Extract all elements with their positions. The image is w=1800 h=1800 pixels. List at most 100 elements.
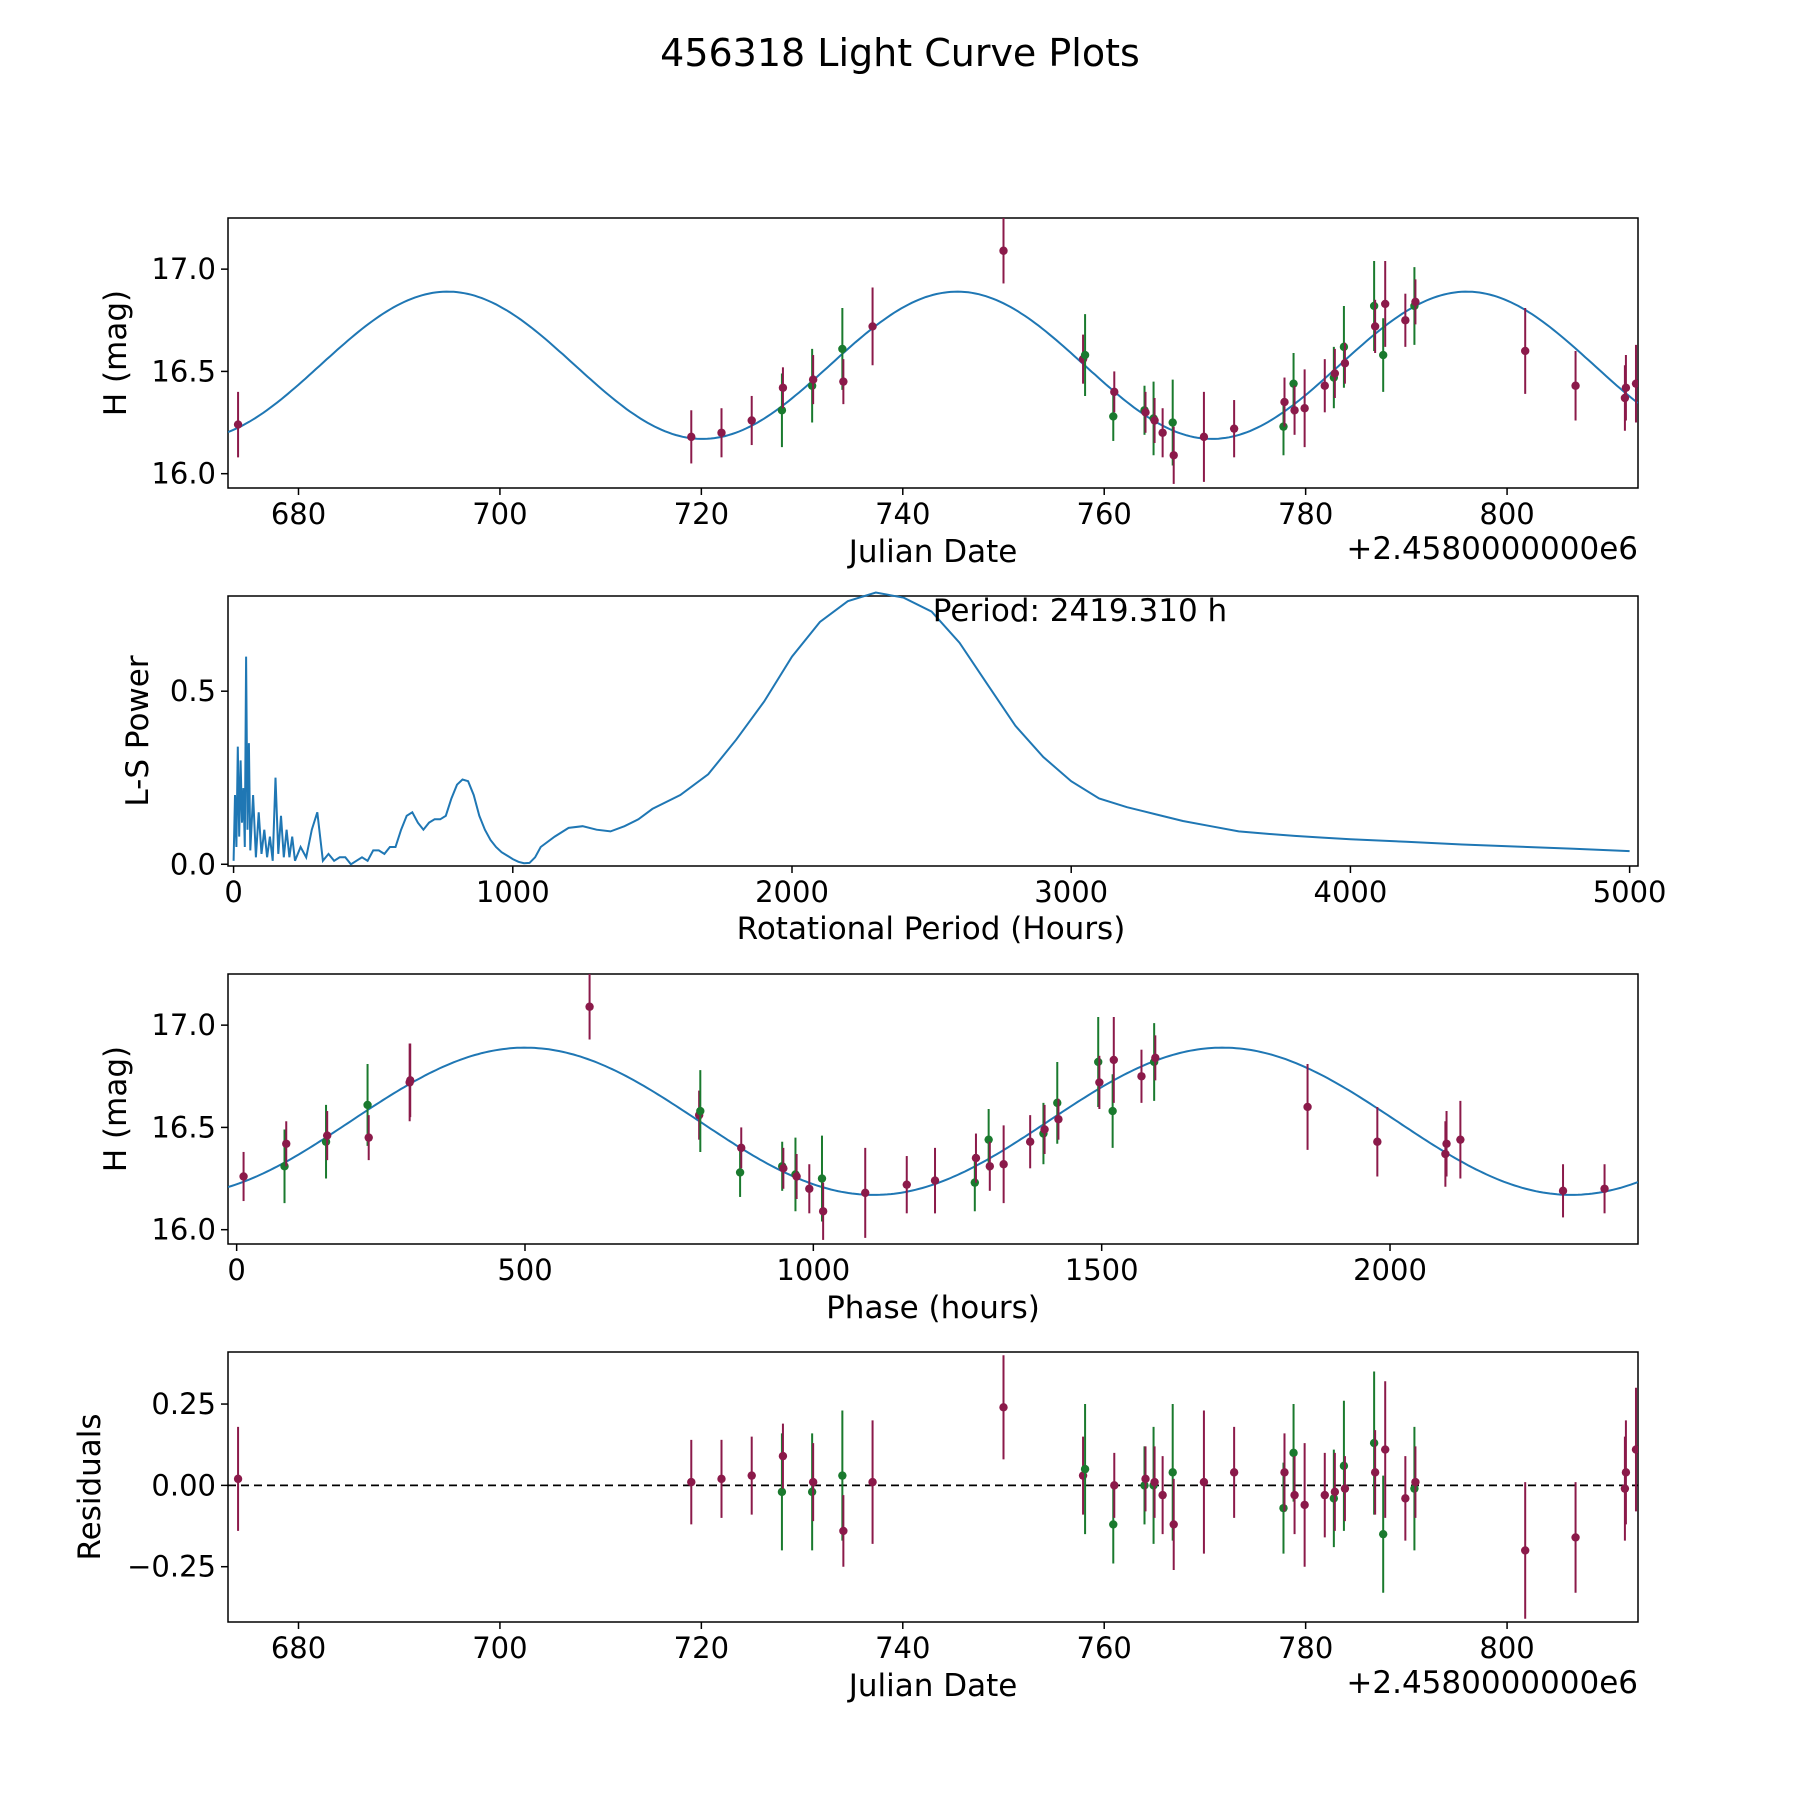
res-x-tick-label: 800 xyxy=(1479,1631,1534,1665)
residuals-y-axis-label: Residuals xyxy=(72,1413,108,1560)
lc-data-point xyxy=(1521,346,1530,356)
phase-x-tick-label: 1500 xyxy=(1065,1253,1139,1287)
lc-data-point xyxy=(1411,297,1420,307)
figure-title: 456318 Light Curve Plots xyxy=(660,31,1140,75)
phased-curve-frame xyxy=(227,973,1639,1245)
res-data-point xyxy=(1320,1490,1329,1500)
res-y-tick-label: −0.25 xyxy=(127,1550,216,1584)
phase-x-tick-label: 2000 xyxy=(1353,1253,1427,1287)
phase-data-point xyxy=(322,1131,332,1140)
phased-curve-ticks: 0 500 1000 1500 2000 16.0 16.5 17.0 xyxy=(151,1008,1427,1287)
res-data-point xyxy=(1109,1520,1118,1529)
phase-data-point xyxy=(1151,1053,1160,1063)
res-data-point xyxy=(1140,1481,1149,1490)
res-x-tick-label: 680 xyxy=(271,1631,326,1665)
ls-x-tick-label: 4000 xyxy=(1314,875,1388,909)
ls-x-tick-label: 2000 xyxy=(755,875,829,909)
res-data-point xyxy=(1169,1520,1178,1529)
res-data-point xyxy=(1401,1494,1410,1503)
lc-data-point xyxy=(1369,301,1379,311)
ls-x-tick-label: 0 xyxy=(224,875,242,909)
lc-data-point xyxy=(868,322,877,331)
lc-x-tick-label: 700 xyxy=(472,497,527,531)
phase-data-point xyxy=(818,1207,828,1216)
lc-data-point xyxy=(1158,428,1167,437)
lc-data-point xyxy=(1378,350,1388,360)
light-curve-panel: 680 700 720 740 760 780 800 16.0 16.5 17.0 Julian… xyxy=(98,217,1639,570)
ls-y-tick-label: 0.5 xyxy=(170,674,216,708)
lc-data-point xyxy=(717,428,726,437)
phase-data-point xyxy=(585,1002,594,1011)
phase-data-point xyxy=(1442,1139,1451,1148)
residuals-ticks: 680 700 720 740 760 780 800 0.25 0.00 −0.25 xyxy=(127,1387,1535,1665)
res-data-point xyxy=(1631,1445,1638,1454)
phase-data-point xyxy=(1456,1135,1465,1144)
lc-data-point xyxy=(777,406,787,415)
res-data-point xyxy=(1168,1468,1177,1477)
lc-data-point xyxy=(1571,381,1580,390)
phase-data-point xyxy=(779,1164,788,1173)
light-curve-x-offset-label: +2.4580000000e6 xyxy=(1346,531,1638,567)
res-data-point xyxy=(1370,1468,1380,1477)
res-clipped-layer xyxy=(228,1355,1638,1619)
res-x-tick-label: 760 xyxy=(1077,1631,1132,1665)
res-data-point xyxy=(1410,1484,1419,1493)
phase-data-point xyxy=(737,1143,746,1153)
res-data-point xyxy=(1411,1477,1420,1487)
lc-data-point xyxy=(808,375,818,384)
phase-data-point xyxy=(282,1139,291,1148)
phase-data-point xyxy=(902,1180,911,1189)
phase-data-point xyxy=(735,1168,745,1177)
lc-data-point xyxy=(999,246,1008,255)
lc-data-point xyxy=(1109,412,1118,421)
lc-data-point xyxy=(1150,416,1159,425)
residuals-frame xyxy=(227,1351,1639,1623)
res-data-point xyxy=(838,1471,847,1480)
lc-x-tick-label: 720 xyxy=(674,497,729,531)
periodogram-y-axis-label: L-S Power xyxy=(120,655,156,806)
phase-data-point xyxy=(930,1176,940,1185)
phase-data-point xyxy=(817,1174,827,1183)
res-data-point xyxy=(1289,1448,1298,1458)
res-data-point xyxy=(1369,1438,1379,1448)
phase-x-tick-label: 1000 xyxy=(776,1253,850,1287)
lc-data-point xyxy=(1330,369,1340,378)
lc-data-point xyxy=(838,344,847,354)
lc-data-point xyxy=(1320,381,1329,390)
phase-y-tick-label: 16.5 xyxy=(151,1110,216,1144)
ls-y-tick-label: 0.0 xyxy=(170,847,216,881)
light-curve-plot-area xyxy=(228,218,1638,484)
lc-y-tick-label: 16.0 xyxy=(151,457,216,491)
phase-data-point xyxy=(1373,1137,1382,1146)
phase-data-point xyxy=(696,1106,705,1116)
res-data-point xyxy=(1620,1484,1630,1493)
phase-data-point xyxy=(1053,1098,1062,1108)
residuals-plot-area xyxy=(228,1355,1638,1619)
lc-data-point xyxy=(1168,418,1177,427)
ls-x-tick-label: 1000 xyxy=(476,875,550,909)
phase-y-tick-label: 16.0 xyxy=(151,1213,216,1247)
periodogram-line xyxy=(232,591,1630,866)
phased-curve-y-axis-label: H (mag) xyxy=(98,1046,134,1172)
res-data-point xyxy=(778,1451,788,1461)
phase-data-point xyxy=(1094,1057,1103,1067)
res-data-point xyxy=(1141,1474,1150,1484)
phase-data-point xyxy=(1040,1125,1049,1134)
lc-data-point xyxy=(1401,316,1410,325)
res-data-point xyxy=(1150,1477,1159,1487)
lc-data-point xyxy=(1621,383,1631,392)
res-data-point xyxy=(687,1477,696,1487)
lc-data-point xyxy=(1381,299,1390,309)
res-data-point xyxy=(1381,1445,1390,1454)
res-data-point xyxy=(807,1487,817,1497)
phase-data-point xyxy=(999,1160,1008,1169)
phased-curve-x-axis-label: Phase (hours) xyxy=(826,1290,1040,1326)
lc-data-point xyxy=(1289,379,1298,388)
phase-data-point xyxy=(363,1100,372,1110)
phase-data-point xyxy=(792,1172,801,1181)
lc-data-point xyxy=(1169,451,1178,460)
phase-data-point xyxy=(1600,1184,1609,1193)
res-data-point xyxy=(1290,1490,1299,1500)
phase-data-point xyxy=(1108,1106,1117,1116)
phase-data-point xyxy=(971,1153,981,1163)
